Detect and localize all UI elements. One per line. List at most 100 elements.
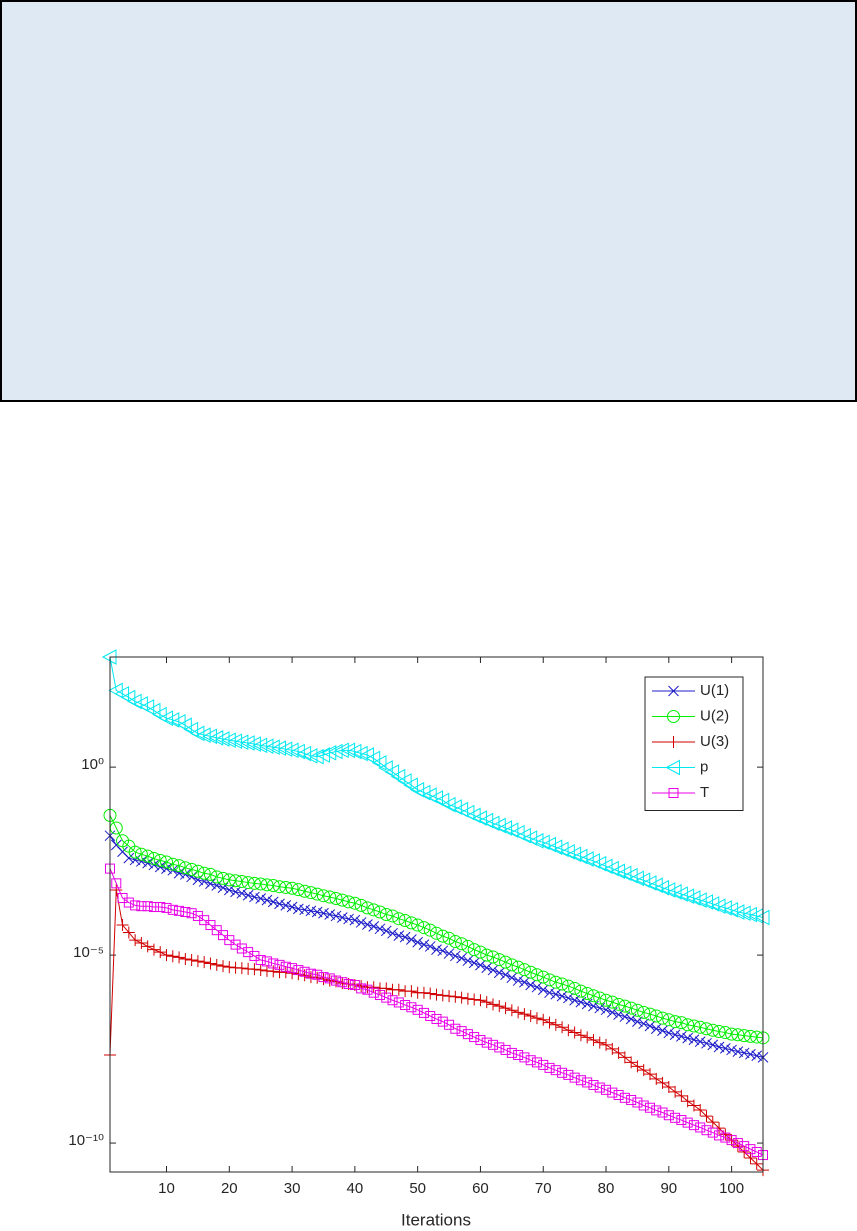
marker <box>436 929 450 943</box>
marker <box>217 960 230 973</box>
marker <box>739 1141 750 1152</box>
marker <box>403 777 418 794</box>
marker <box>354 898 368 912</box>
marker <box>650 1072 663 1085</box>
x-axis-label: Iterations <box>401 1210 471 1229</box>
marker <box>563 992 574 1004</box>
x-tick-label: 100 <box>719 1180 744 1197</box>
marker <box>522 830 538 846</box>
marker <box>729 904 745 920</box>
marker <box>597 858 613 875</box>
marker <box>431 944 442 955</box>
marker <box>462 1029 473 1040</box>
marker <box>461 939 475 953</box>
marker <box>480 948 494 962</box>
marker <box>198 956 211 969</box>
marker <box>556 1021 569 1034</box>
plot-clip-group <box>101 649 770 1177</box>
marker <box>631 1060 644 1073</box>
marker <box>469 1032 480 1043</box>
marker <box>343 979 354 990</box>
marker <box>607 1087 618 1098</box>
marker <box>474 994 487 1007</box>
marker <box>164 712 180 728</box>
marker <box>374 989 385 1000</box>
legend-label: T <box>700 784 709 801</box>
marker <box>676 1030 687 1042</box>
marker <box>591 855 607 872</box>
marker <box>712 1024 726 1038</box>
marker <box>644 1020 656 1032</box>
header-panel <box>0 0 857 402</box>
marker <box>261 956 272 967</box>
marker <box>285 881 299 895</box>
marker <box>116 919 129 932</box>
marker <box>519 976 530 988</box>
marker <box>676 1115 687 1126</box>
marker <box>547 839 563 856</box>
marker <box>657 1107 668 1118</box>
marker <box>346 743 362 760</box>
marker <box>218 930 229 941</box>
marker <box>706 1023 720 1037</box>
marker <box>493 967 505 979</box>
marker <box>291 883 305 897</box>
marker <box>610 863 626 880</box>
marker <box>630 1003 644 1017</box>
marker <box>456 952 467 964</box>
marker <box>428 790 443 806</box>
marker <box>519 1052 530 1063</box>
marker <box>271 740 287 756</box>
marker <box>700 1110 713 1123</box>
marker <box>279 880 293 894</box>
marker <box>286 967 299 980</box>
marker <box>311 906 323 918</box>
marker <box>632 1097 643 1108</box>
marker <box>296 745 312 762</box>
x-tick-label: 10 <box>158 1180 175 1197</box>
marker <box>111 878 122 889</box>
marker <box>681 1095 694 1108</box>
marker <box>229 874 243 888</box>
marker <box>185 954 198 967</box>
marker <box>431 1013 442 1024</box>
marker <box>424 941 436 952</box>
marker <box>443 990 456 1003</box>
marker <box>593 1036 606 1049</box>
marker <box>694 1036 706 1047</box>
marker <box>624 1001 638 1015</box>
marker <box>497 820 513 836</box>
marker <box>249 891 260 903</box>
marker <box>692 892 707 908</box>
marker <box>698 894 713 910</box>
marker <box>246 736 261 752</box>
marker <box>649 1009 663 1023</box>
legend-box <box>644 676 744 811</box>
marker <box>687 1099 700 1112</box>
marker <box>254 964 267 977</box>
marker <box>166 950 179 963</box>
marker <box>472 810 487 826</box>
marker <box>681 1018 695 1032</box>
marker <box>657 1025 668 1036</box>
marker <box>318 907 329 919</box>
marker <box>500 1044 511 1055</box>
marker <box>643 1068 656 1081</box>
marker <box>625 1056 638 1069</box>
marker <box>543 1016 556 1029</box>
marker <box>312 969 323 980</box>
x-tick-label: 50 <box>409 1180 426 1197</box>
marker <box>601 1084 612 1095</box>
marker <box>560 843 575 860</box>
marker <box>742 906 757 923</box>
marker <box>418 1007 429 1018</box>
marker <box>635 872 651 889</box>
marker <box>405 985 418 998</box>
marker <box>714 1130 725 1141</box>
marker <box>745 1144 756 1155</box>
marker <box>612 1046 625 1059</box>
marker <box>549 975 563 989</box>
marker <box>668 1015 682 1029</box>
